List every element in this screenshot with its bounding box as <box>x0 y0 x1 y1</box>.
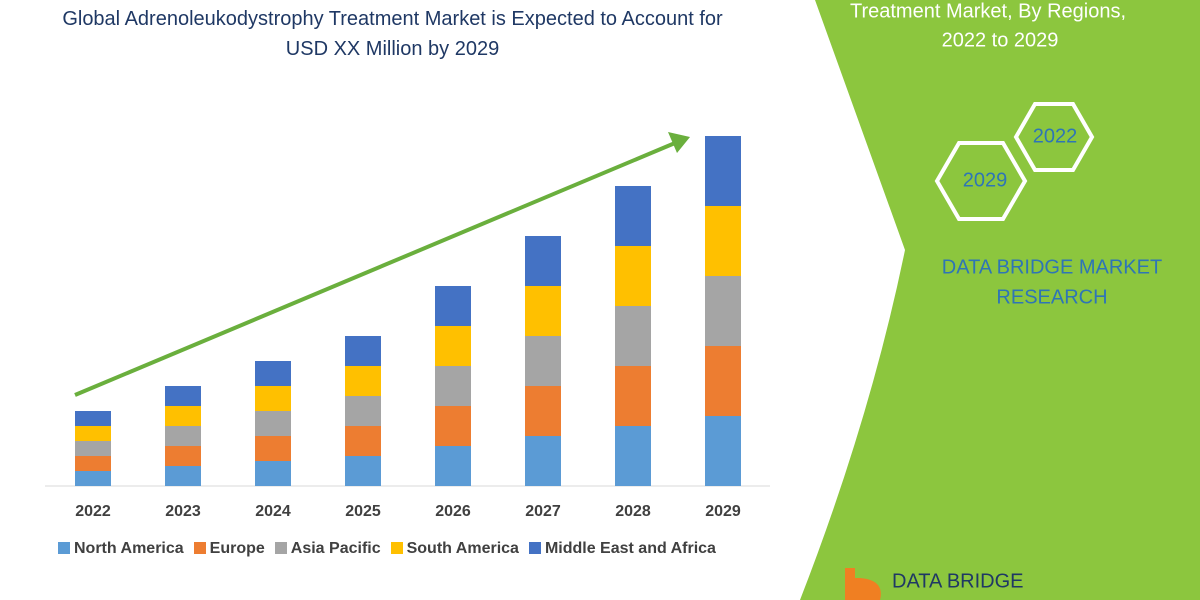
legend-item: Europe <box>193 540 265 558</box>
x-tick-label: 2028 <box>615 503 651 520</box>
bar-segment <box>165 406 201 426</box>
x-tick-label: 2029 <box>705 503 741 520</box>
chart-title: Global Adrenoleukodystrophy Treatment Ma… <box>62 8 723 60</box>
x-tick-label: 2025 <box>345 503 381 520</box>
bar-segment <box>345 426 381 456</box>
bar-segment <box>255 461 291 486</box>
bar-segment <box>525 236 561 286</box>
legend-label: Middle East and Africa <box>544 540 716 557</box>
bar-segment <box>435 446 471 486</box>
legend-swatch <box>274 542 287 554</box>
bar-segment <box>705 416 741 486</box>
bar-segment <box>165 446 201 466</box>
bar-segment <box>525 386 561 436</box>
bar-segment <box>165 426 201 446</box>
legend: North America Europe Asia Pacific South Ame… <box>58 540 716 558</box>
bar-segment <box>435 406 471 446</box>
bar-segment <box>615 306 651 366</box>
bar-segment <box>705 276 741 346</box>
legend-item: Asia Pacific <box>274 540 381 558</box>
bar-segment <box>435 366 471 406</box>
legend-swatch <box>58 542 70 554</box>
bar-segment <box>345 336 381 366</box>
bar-segment <box>255 386 291 411</box>
x-tick-label: 2022 <box>75 503 111 520</box>
trend-arrow <box>74 141 676 397</box>
legend-label: Europe <box>209 540 265 557</box>
bar-segment <box>345 396 381 426</box>
bar-segment <box>75 441 111 456</box>
bar-segment <box>525 436 561 486</box>
bar-segment <box>615 366 651 426</box>
bar-segment <box>255 361 291 386</box>
x-tick-label: 2026 <box>435 503 471 520</box>
legend-item: South America <box>390 540 519 558</box>
brand: RESEARCH <box>996 286 1107 308</box>
bar-segment <box>345 456 381 486</box>
legend-item: North America <box>58 540 184 558</box>
panel-heading: 2022 to 2029 <box>942 29 1059 51</box>
legend-swatch <box>193 542 206 554</box>
hexagon-label: 2029 <box>963 169 1008 191</box>
legend-label: North America <box>74 540 184 557</box>
bar-segment <box>615 426 651 486</box>
bar-segment <box>525 286 561 336</box>
x-tick-label: 2024 <box>255 503 291 520</box>
logo-icon <box>845 568 881 600</box>
bar-segment <box>255 436 291 461</box>
bar-segment <box>165 466 201 486</box>
legend-swatch <box>528 542 541 554</box>
bar-segment <box>705 136 741 206</box>
legend-label: South America <box>406 540 519 557</box>
bar-segment <box>435 326 471 366</box>
bar-segment <box>435 286 471 326</box>
bar-segment <box>255 411 291 436</box>
side-panel <box>800 0 1200 600</box>
bar-segment <box>75 426 111 441</box>
bar-segment <box>525 336 561 386</box>
legend-label: Asia Pacific <box>290 540 381 557</box>
brand: DATA BRIDGE MARKET <box>942 256 1162 278</box>
bar-segment <box>345 366 381 396</box>
x-tick-label: 2023 <box>165 503 201 520</box>
hex-2029 <box>934 141 1028 221</box>
bar-segment <box>615 186 651 246</box>
bar-segment <box>75 456 111 471</box>
bar-segment <box>75 471 111 486</box>
legend-item: Middle East and Africa <box>528 540 716 558</box>
hexagon-label: 2022 <box>1033 125 1078 147</box>
logo-text: DATA BRIDGE <box>892 570 1024 592</box>
bar-segment <box>165 386 201 406</box>
bar-segment <box>705 346 741 416</box>
bar-segment <box>75 411 111 426</box>
x-tick-label: 2027 <box>525 503 561 520</box>
bar-segment <box>705 206 741 276</box>
legend-swatch <box>390 542 403 554</box>
hex-2022 <box>1013 102 1095 172</box>
bar-segment <box>615 246 651 306</box>
panel-heading: Treatment Market, By Regions, <box>850 0 1126 22</box>
trend-arrow-head <box>668 132 690 153</box>
